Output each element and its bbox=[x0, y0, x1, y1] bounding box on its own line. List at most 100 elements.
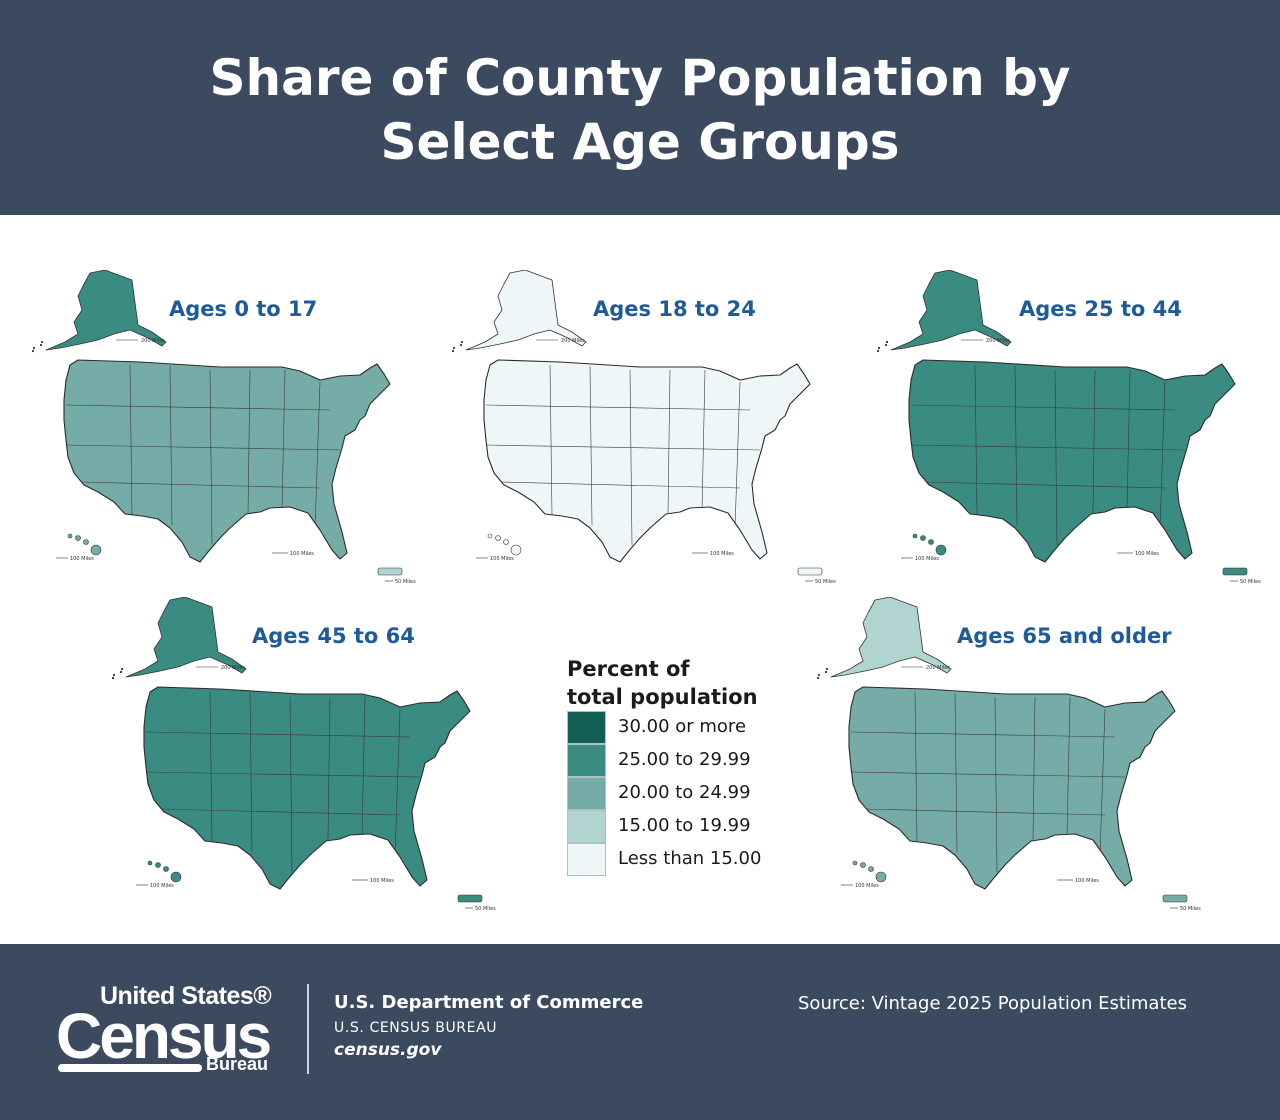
legend-item: Less than 15.00 bbox=[567, 843, 807, 876]
legend-title: Percent of total population bbox=[567, 655, 758, 711]
choropleth-map-svg: 200 Miles 100 Miles 100 Miles 50 Miles bbox=[111, 597, 496, 912]
aleutian-island bbox=[40, 340, 44, 344]
state-boundary-line bbox=[394, 708, 401, 856]
state-boundary-line bbox=[994, 696, 998, 873]
alaska-scale-label: 200 Miles bbox=[141, 338, 165, 344]
hawaii-island bbox=[875, 871, 887, 883]
state-boundary-line bbox=[1099, 708, 1106, 856]
contiguous-us-shape bbox=[908, 359, 1236, 563]
aleutian-island bbox=[876, 349, 880, 353]
state-boundary-line bbox=[79, 481, 321, 489]
state-boundary-line bbox=[864, 808, 1106, 816]
hawaii-scale-label: 100 Miles bbox=[70, 556, 94, 562]
aleutian-island bbox=[120, 667, 124, 671]
logo-underline bbox=[58, 1064, 202, 1072]
conus-scale-label: 100 Miles bbox=[370, 878, 394, 884]
choropleth-map-svg: 200 Miles 100 Miles 100 Miles 50 Miles bbox=[876, 270, 1261, 585]
alaska-shape bbox=[125, 597, 247, 678]
aleutian-island bbox=[884, 343, 888, 347]
aleutian-island bbox=[824, 670, 828, 674]
aleutian-island bbox=[31, 349, 35, 353]
state-boundary-line bbox=[314, 381, 321, 529]
legend-label: 15.00 to 19.99 bbox=[618, 815, 751, 836]
panel-title-ages-18-24: Ages 18 to 24 bbox=[593, 297, 756, 321]
alaska-shape bbox=[45, 270, 167, 351]
contiguous-us-shape bbox=[143, 686, 471, 890]
map-ages-25-44: 200 Miles 100 Miles 100 Miles 50 Miles bbox=[865, 270, 1265, 590]
alaska-scale-label: 200 Miles bbox=[986, 338, 1010, 344]
hawaii-island bbox=[163, 866, 169, 872]
state-boundary-line bbox=[954, 692, 958, 853]
puerto-rico-scale-label: 50 Miles bbox=[815, 579, 836, 585]
panel-title-ages-45-64: Ages 45 to 64 bbox=[252, 624, 415, 648]
legend-swatch bbox=[567, 711, 606, 744]
state-boundary-line bbox=[65, 404, 331, 411]
state-boundary-line bbox=[485, 404, 751, 411]
state-boundary-line bbox=[734, 381, 741, 529]
state-boundary-line bbox=[974, 364, 978, 516]
aleutian-island bbox=[877, 346, 881, 350]
state-boundary-line bbox=[850, 731, 1116, 738]
footer-banner bbox=[0, 944, 1280, 1120]
choropleth-map-svg: 200 Miles 100 Miles 100 Miles 50 Miles bbox=[451, 270, 836, 585]
legend-title-line-2: total population bbox=[567, 685, 758, 709]
contiguous-us-shape bbox=[63, 359, 391, 563]
state-boundary-line bbox=[281, 369, 286, 511]
state-boundaries bbox=[145, 691, 421, 873]
state-boundary-line bbox=[914, 691, 918, 843]
state-boundaries bbox=[485, 364, 761, 546]
map-ages-0-17: 200 Miles 100 Miles 100 Miles 50 Miles bbox=[20, 270, 420, 590]
state-boundary-line bbox=[924, 481, 1166, 489]
panel-title-ages-25-44: Ages 25 to 44 bbox=[1019, 297, 1182, 321]
aleutian-island bbox=[460, 340, 464, 344]
state-boundary-line bbox=[910, 444, 1186, 451]
panel-title-ages-65-older: Ages 65 and older bbox=[957, 624, 1172, 648]
state-boundary-line bbox=[667, 369, 671, 514]
hawaii-scale-label: 100 Miles bbox=[490, 556, 514, 562]
hawaii-scale-label: 100 Miles bbox=[855, 883, 879, 889]
puerto-rico-shape bbox=[457, 894, 483, 903]
puerto-rico-shape bbox=[377, 567, 403, 576]
hawaii-island bbox=[852, 860, 858, 866]
state-boundary-line bbox=[629, 369, 633, 546]
state-boundary-line bbox=[499, 481, 741, 489]
page-title: Share of County Population by Select Age… bbox=[0, 46, 1280, 174]
legend-swatch bbox=[567, 843, 606, 876]
map-ages-65-older: 200 Miles 100 Miles 100 Miles 50 Miles bbox=[805, 597, 1205, 917]
logo-united-states: United States® bbox=[100, 982, 272, 1010]
hawaii-islands bbox=[487, 533, 522, 556]
conus-scale-label: 100 Miles bbox=[1075, 878, 1099, 884]
aleutian-island bbox=[816, 676, 820, 680]
bureau-name: U.S. CENSUS BUREAU bbox=[334, 1020, 498, 1036]
legend-label: 30.00 or more bbox=[618, 716, 747, 737]
map-ages-45-64: 200 Miles 100 Miles 100 Miles 50 Miles bbox=[100, 597, 500, 917]
website-link[interactable]: census.gov bbox=[334, 1040, 442, 1060]
hawaii-island bbox=[75, 535, 81, 541]
hawaii-island bbox=[860, 862, 866, 868]
map-ages-18-24: 200 Miles 100 Miles 100 Miles 50 Miles bbox=[440, 270, 840, 590]
department-name: U.S. Department of Commerce bbox=[334, 992, 644, 1013]
puerto-rico-scale-label: 50 Miles bbox=[1240, 579, 1261, 585]
contiguous-us-shape bbox=[848, 686, 1176, 890]
legend-item: 15.00 to 19.99 bbox=[567, 810, 807, 843]
hawaii-island bbox=[912, 533, 918, 539]
state-boundary-line bbox=[361, 696, 366, 838]
hawaii-islands bbox=[852, 860, 887, 883]
aleutian-island bbox=[452, 346, 456, 350]
aleutian-island bbox=[119, 670, 123, 674]
legend-label: 20.00 to 24.99 bbox=[618, 782, 751, 803]
puerto-rico-shape bbox=[1222, 567, 1248, 576]
hawaii-islands bbox=[67, 533, 102, 556]
state-boundary-line bbox=[327, 696, 331, 841]
aleutian-island bbox=[32, 346, 36, 350]
logo-census: Census bbox=[56, 1000, 272, 1072]
conus-scale-label: 100 Miles bbox=[1135, 551, 1159, 557]
legend-item: 30.00 or more bbox=[567, 711, 807, 744]
conus-scale-label: 100 Miles bbox=[710, 551, 734, 557]
hawaii-scale-label: 100 Miles bbox=[150, 883, 174, 889]
state-boundary-line bbox=[169, 365, 173, 526]
state-boundary-line bbox=[209, 369, 213, 546]
state-boundary-line bbox=[159, 808, 401, 816]
state-boundary-line bbox=[910, 404, 1176, 411]
aleutian-island bbox=[885, 340, 889, 344]
